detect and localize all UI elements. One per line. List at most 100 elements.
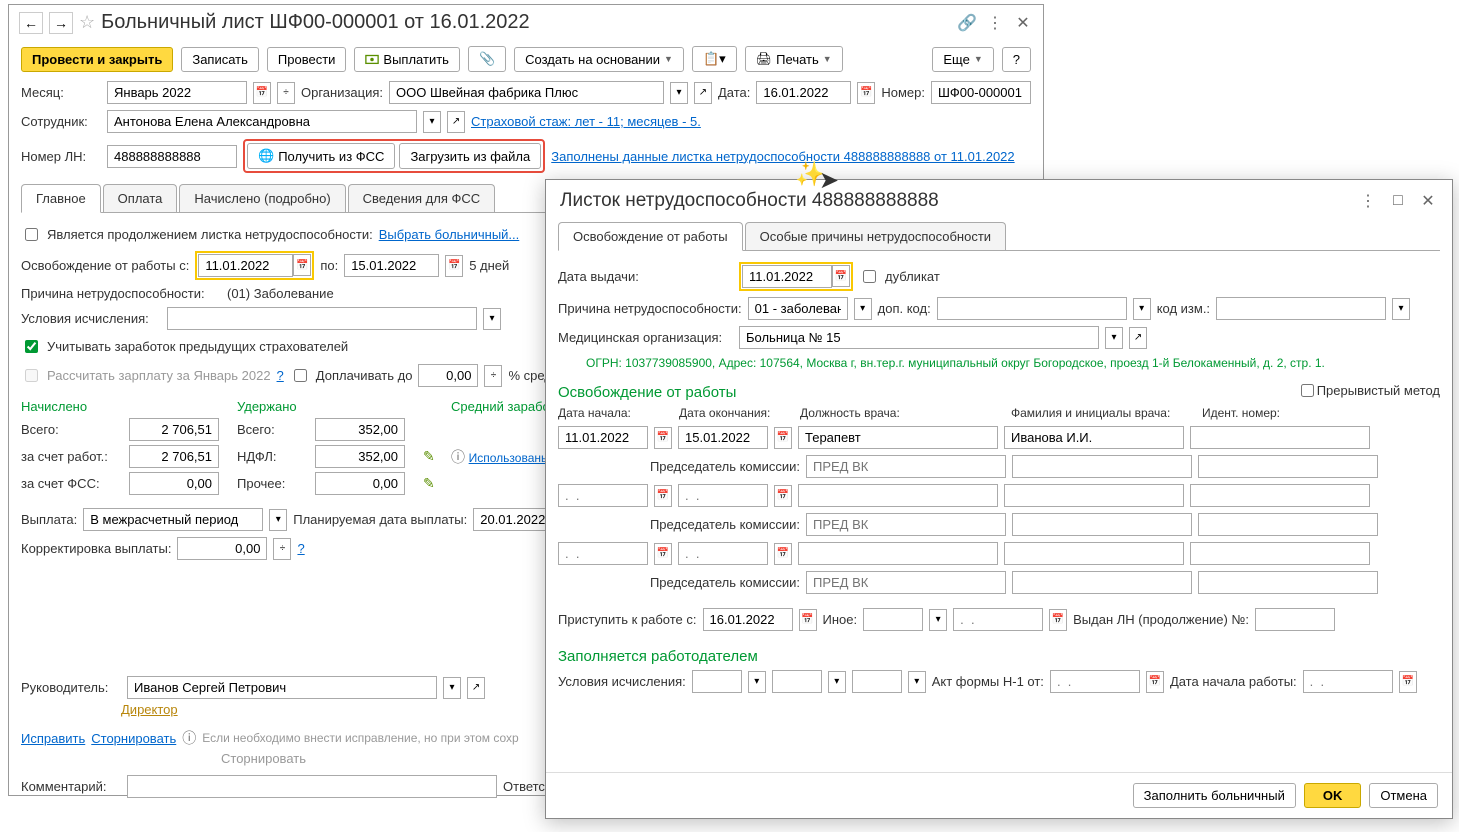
other-edit-icon[interactable]: ✎ xyxy=(423,475,443,492)
r2-chair-name[interactable] xyxy=(1012,513,1192,536)
r1-chair-ident[interactable] xyxy=(1198,455,1378,478)
fix-link[interactable]: Исправить xyxy=(21,731,85,746)
r3-end[interactable] xyxy=(678,542,768,565)
other-input[interactable] xyxy=(315,472,405,495)
medorg-input[interactable] xyxy=(739,326,1099,349)
codechange-dropdown[interactable]: ▾ xyxy=(1392,298,1410,320)
medorg-open[interactable]: ↗ xyxy=(1129,327,1147,349)
act-date[interactable] xyxy=(1050,670,1140,693)
cc1[interactable] xyxy=(692,670,742,693)
r2-ident[interactable] xyxy=(1190,484,1370,507)
calc-cond-input[interactable] xyxy=(167,307,477,330)
r3-chair-name[interactable] xyxy=(1012,571,1192,594)
r2-chair-pos[interactable] xyxy=(806,513,1006,536)
pay-button[interactable]: Выплатить xyxy=(354,47,460,72)
other-input2[interactable] xyxy=(863,608,923,631)
r1-ident[interactable] xyxy=(1190,426,1370,449)
print-button[interactable]: 🖨 Печать xyxy=(745,46,843,72)
month-spinner[interactable]: ÷ xyxy=(277,82,295,104)
r2-chair-ident[interactable] xyxy=(1198,513,1378,536)
return-work-cal[interactable]: 📅 xyxy=(799,609,817,631)
org-dropdown[interactable]: ▾ xyxy=(670,82,688,104)
forward-button[interactable]: → xyxy=(49,12,73,34)
r2-name[interactable] xyxy=(1004,484,1184,507)
ln-data-link[interactable]: Заполнены данные листка нетрудоспособнос… xyxy=(551,149,1014,164)
select-sick-link[interactable]: Выбрать больничный... xyxy=(379,227,520,242)
issued-cont-input[interactable] xyxy=(1255,608,1335,631)
save-button[interactable]: Записать xyxy=(181,47,259,72)
director-link[interactable]: Директор xyxy=(121,702,178,717)
tab-main[interactable]: Главное xyxy=(21,184,101,213)
manager-dropdown[interactable]: ▾ xyxy=(443,677,461,699)
r3-chair-ident[interactable] xyxy=(1198,571,1378,594)
tab-payment[interactable]: Оплата xyxy=(103,184,178,212)
manager-open[interactable]: ↗ xyxy=(467,677,485,699)
cc2-d[interactable]: ▾ xyxy=(828,671,846,693)
dialog-maximize-icon[interactable]: □ xyxy=(1388,191,1408,211)
correction-help[interactable]: ? xyxy=(297,541,304,556)
employee-input[interactable] xyxy=(107,110,417,133)
payout-dropdown[interactable]: ▾ xyxy=(269,509,287,531)
cc3[interactable] xyxy=(852,670,902,693)
payextra-input[interactable] xyxy=(418,364,478,387)
payextra-spin[interactable]: ÷ xyxy=(484,365,502,387)
medorg-dropdown[interactable]: ▾ xyxy=(1105,327,1123,349)
cc2[interactable] xyxy=(772,670,822,693)
calc-cond-dropdown[interactable]: ▾ xyxy=(483,308,501,330)
payextra-checkbox[interactable] xyxy=(294,369,307,382)
fss-input[interactable] xyxy=(129,472,219,495)
r2-end-cal[interactable]: 📅 xyxy=(774,485,792,507)
r2-pos[interactable] xyxy=(798,484,998,507)
tab-fss-info[interactable]: Сведения для ФСС xyxy=(348,184,495,212)
r3-start-cal[interactable]: 📅 xyxy=(654,543,672,565)
employer-input[interactable] xyxy=(129,445,219,468)
r1-chair-name[interactable] xyxy=(1012,455,1192,478)
recalc-help[interactable]: ? xyxy=(277,368,284,383)
r1-start[interactable] xyxy=(558,426,648,449)
withheld-total-input[interactable] xyxy=(315,418,405,441)
storno-link[interactable]: Сторнировать xyxy=(91,731,176,746)
link-icon[interactable]: 🔗 xyxy=(957,13,977,33)
fill-button[interactable]: Заполнить больничный xyxy=(1133,783,1296,808)
ok-button[interactable]: OK xyxy=(1304,783,1362,808)
month-input[interactable] xyxy=(107,81,247,104)
r1-name[interactable] xyxy=(1004,426,1184,449)
addcode-input[interactable] xyxy=(937,297,1127,320)
codechange-input[interactable] xyxy=(1216,297,1386,320)
release-from-cal[interactable]: 📅 xyxy=(293,254,311,276)
org-open[interactable]: ↗ xyxy=(694,82,712,104)
get-fss-button[interactable]: 🌐 Получить из ФСС xyxy=(247,143,395,169)
employee-dropdown[interactable]: ▾ xyxy=(423,111,441,133)
number-input[interactable] xyxy=(931,81,1031,104)
ndfl-edit-icon[interactable]: ✎ xyxy=(423,448,443,465)
comment-input[interactable] xyxy=(127,775,497,798)
release-to-cal[interactable]: 📅 xyxy=(445,255,463,277)
help-button[interactable]: ? xyxy=(1002,47,1031,72)
tab-accrued[interactable]: Начислено (подробно) xyxy=(179,184,345,212)
r1-chair-pos[interactable] xyxy=(806,455,1006,478)
favorite-icon[interactable]: ☆ xyxy=(79,12,95,33)
return-work-input[interactable] xyxy=(703,608,793,631)
post-button[interactable]: Провести xyxy=(267,47,347,72)
r3-name[interactable] xyxy=(1004,542,1184,565)
r1-end[interactable] xyxy=(678,426,768,449)
r2-start-cal[interactable]: 📅 xyxy=(654,485,672,507)
addcode-dropdown[interactable]: ▾ xyxy=(1133,298,1151,320)
attach-button[interactable]: 📎 xyxy=(468,46,506,72)
correction-spin[interactable]: ÷ xyxy=(273,538,291,560)
prev-insurers-checkbox[interactable] xyxy=(25,340,38,353)
cc1-d[interactable]: ▾ xyxy=(748,671,766,693)
cc3-d[interactable]: ▾ xyxy=(908,671,926,693)
payout-input[interactable] xyxy=(83,508,263,531)
org-input[interactable] xyxy=(389,81,664,104)
act-cal[interactable]: 📅 xyxy=(1146,671,1164,693)
ndfl-input[interactable] xyxy=(315,445,405,468)
r2-end[interactable] xyxy=(678,484,768,507)
r3-chair-pos[interactable] xyxy=(806,571,1006,594)
r1-start-cal[interactable]: 📅 xyxy=(654,427,672,449)
dialog-more-icon[interactable]: ⋮ xyxy=(1358,191,1378,211)
cancel-button[interactable]: Отмена xyxy=(1369,783,1438,808)
create-based-button[interactable]: Создать на основании xyxy=(514,47,684,72)
intermittent-checkbox[interactable] xyxy=(1301,384,1314,397)
r2-start[interactable] xyxy=(558,484,648,507)
